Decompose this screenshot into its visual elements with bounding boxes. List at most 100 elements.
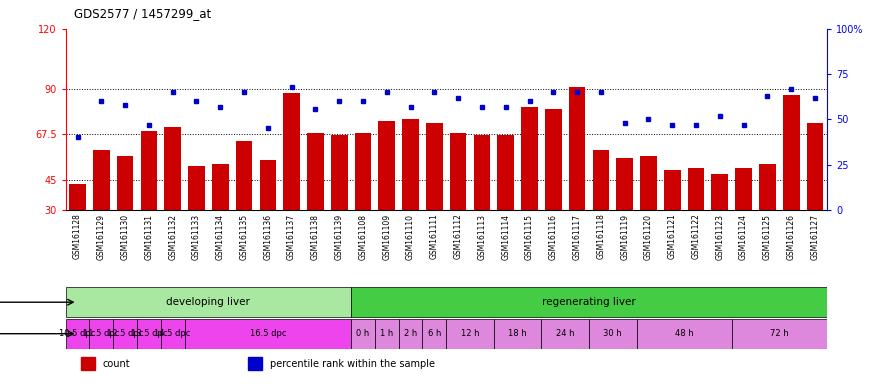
Bar: [423, 319, 446, 349]
Bar: [637, 319, 732, 349]
Bar: [569, 87, 585, 210]
Bar: [212, 164, 228, 210]
Text: GSM161117: GSM161117: [572, 214, 582, 260]
Bar: [640, 156, 657, 210]
Bar: [93, 149, 109, 210]
Text: GSM161133: GSM161133: [192, 214, 201, 260]
Text: 16.5 dpc: 16.5 dpc: [249, 329, 286, 338]
Bar: [545, 109, 562, 210]
Text: 72 h: 72 h: [770, 329, 788, 338]
Text: 12 h: 12 h: [461, 329, 480, 338]
Bar: [688, 167, 704, 210]
Bar: [69, 184, 86, 210]
Bar: [446, 319, 493, 349]
Text: GSM161109: GSM161109: [382, 214, 391, 260]
Text: GSM161134: GSM161134: [216, 214, 225, 260]
Text: GSM161114: GSM161114: [501, 214, 510, 260]
Text: developing liver: developing liver: [166, 297, 250, 307]
Text: GDS2577 / 1457299_at: GDS2577 / 1457299_at: [74, 7, 212, 20]
Text: GSM161123: GSM161123: [716, 214, 724, 260]
Bar: [351, 287, 827, 317]
Text: 18 h: 18 h: [508, 329, 527, 338]
Bar: [284, 93, 300, 210]
Text: percentile rank within the sample: percentile rank within the sample: [270, 359, 435, 369]
Text: GSM161129: GSM161129: [97, 214, 106, 260]
Text: GSM161113: GSM161113: [478, 214, 487, 260]
Text: GSM161139: GSM161139: [335, 214, 344, 260]
Bar: [589, 319, 637, 349]
Bar: [760, 164, 776, 210]
Text: 10.5 dpc: 10.5 dpc: [60, 329, 95, 338]
Bar: [450, 134, 466, 210]
Text: GSM161122: GSM161122: [691, 214, 701, 259]
Bar: [402, 119, 419, 210]
Bar: [331, 136, 347, 210]
Text: GSM161118: GSM161118: [597, 214, 605, 259]
Bar: [379, 121, 396, 210]
Text: GSM161110: GSM161110: [406, 214, 415, 260]
Text: GSM161116: GSM161116: [549, 214, 557, 260]
Bar: [89, 319, 113, 349]
Bar: [137, 319, 161, 349]
Text: GSM161136: GSM161136: [263, 214, 272, 260]
Bar: [307, 134, 324, 210]
Text: 30 h: 30 h: [604, 329, 622, 338]
Text: GSM161112: GSM161112: [453, 214, 463, 259]
Text: GSM161120: GSM161120: [644, 214, 653, 260]
Text: GSM161137: GSM161137: [287, 214, 296, 260]
Bar: [235, 141, 252, 210]
Bar: [616, 157, 633, 210]
Text: 12.5 dpc: 12.5 dpc: [107, 329, 144, 338]
Text: GSM161130: GSM161130: [121, 214, 130, 260]
Bar: [185, 319, 351, 349]
Text: GSM161131: GSM161131: [144, 214, 153, 260]
Text: 13.5 dpc: 13.5 dpc: [130, 329, 167, 338]
Bar: [113, 319, 137, 349]
Bar: [592, 149, 609, 210]
Text: 1 h: 1 h: [380, 329, 394, 338]
Bar: [497, 136, 514, 210]
Text: regenerating liver: regenerating liver: [542, 297, 636, 307]
Text: GSM161138: GSM161138: [311, 214, 320, 260]
Bar: [374, 319, 399, 349]
Bar: [493, 319, 542, 349]
Text: 0 h: 0 h: [356, 329, 369, 338]
Bar: [354, 134, 371, 210]
Bar: [164, 127, 181, 210]
Bar: [188, 166, 205, 210]
Text: GSM161132: GSM161132: [168, 214, 177, 260]
Bar: [248, 357, 262, 370]
Text: GSM161115: GSM161115: [525, 214, 534, 260]
Text: GSM161111: GSM161111: [430, 214, 439, 259]
Bar: [426, 123, 443, 210]
Bar: [66, 287, 351, 317]
Text: GSM161135: GSM161135: [240, 214, 248, 260]
Bar: [664, 170, 681, 210]
Text: 2 h: 2 h: [404, 329, 417, 338]
Text: GSM161121: GSM161121: [668, 214, 676, 259]
Bar: [732, 319, 827, 349]
Text: count: count: [102, 359, 130, 369]
Text: GSM161124: GSM161124: [739, 214, 748, 260]
Text: GSM161128: GSM161128: [73, 214, 82, 259]
Text: GSM161126: GSM161126: [787, 214, 795, 260]
Bar: [542, 319, 589, 349]
Text: 6 h: 6 h: [428, 329, 441, 338]
Bar: [735, 167, 752, 210]
Bar: [711, 174, 728, 210]
Bar: [351, 319, 374, 349]
Bar: [66, 319, 89, 349]
Bar: [116, 156, 133, 210]
Bar: [161, 319, 185, 349]
Text: 24 h: 24 h: [556, 329, 575, 338]
Text: GSM161119: GSM161119: [620, 214, 629, 260]
Bar: [399, 319, 423, 349]
Bar: [141, 131, 158, 210]
Text: GSM161127: GSM161127: [810, 214, 820, 260]
Text: 14.5 dpc: 14.5 dpc: [155, 329, 191, 338]
Bar: [807, 123, 823, 210]
Bar: [473, 136, 490, 210]
Bar: [783, 95, 800, 210]
Text: GSM161108: GSM161108: [359, 214, 368, 260]
Bar: [80, 357, 94, 370]
